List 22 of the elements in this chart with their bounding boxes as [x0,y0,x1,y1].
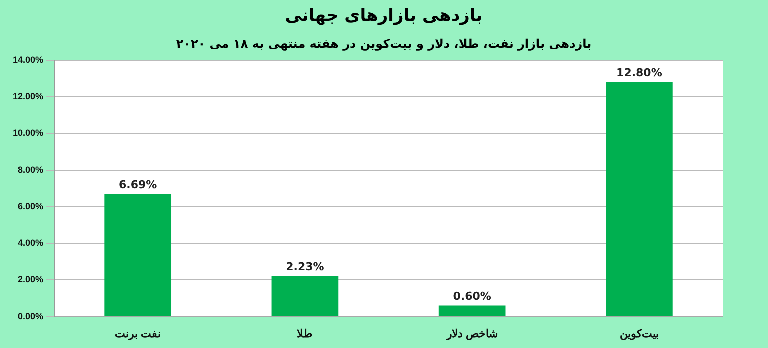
bar [104,194,172,316]
chart-subtitle: بازدهی بازار نفت، طلا، دلار و بیت‌کوین در هفته منتهی به ۱۸ می ۲۰۲۰ [175,37,593,51]
x-tick-label: طلا [297,328,314,340]
x-tick-label: بیت‌کوین [620,328,659,340]
y-tick-label: 4.00% [18,238,44,248]
x-tick-label: نفت برنت [115,328,162,340]
data-label: 0.60% [453,290,492,304]
bar [438,306,506,316]
data-label: 6.69% [119,178,158,192]
data-label: 2.23% [286,260,324,274]
y-tick-label: 10.00% [12,128,44,138]
y-tick-label: 8.00% [18,164,44,175]
chart-title: بازدهی بازارهای جهانی [284,6,484,26]
bar [606,82,673,316]
bar [272,276,339,316]
y-tick-label: 6.00% [18,201,44,212]
x-tick-label: شاخص دلار [446,328,498,340]
y-tick-label: 0.00% [18,311,44,322]
y-tick-label: 14.00% [12,54,44,65]
data-label: 12.80% [616,66,662,80]
y-tick-label: 12.00% [12,92,44,102]
y-tick-label: 2.00% [18,274,44,285]
